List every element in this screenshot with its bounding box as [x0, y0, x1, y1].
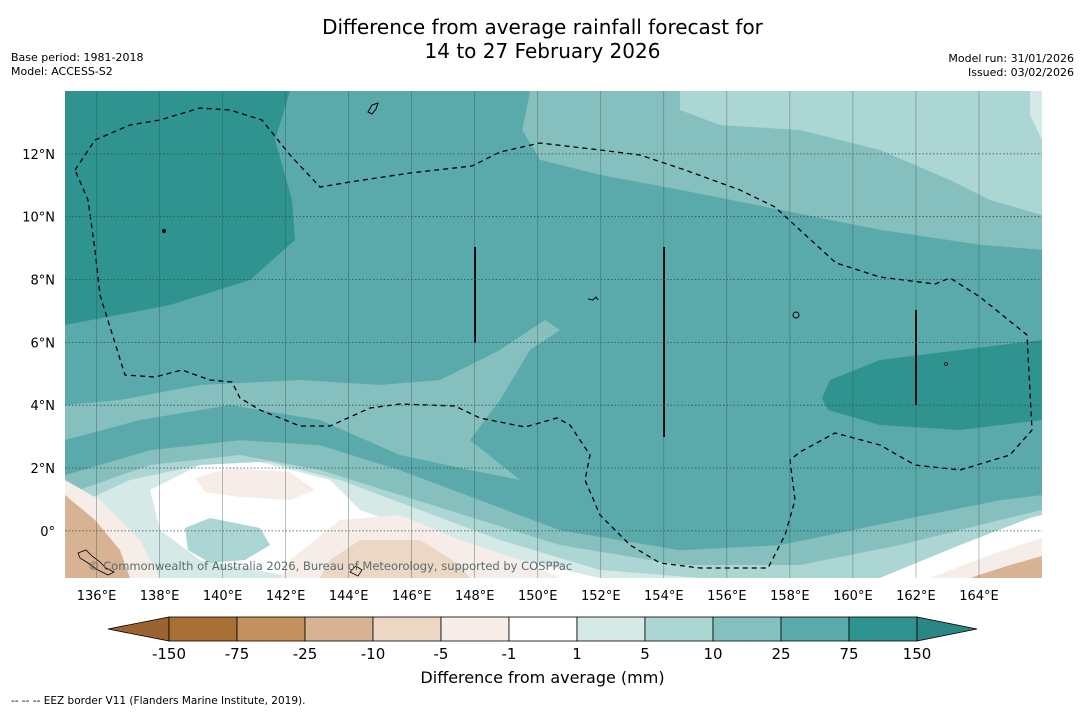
chart-title: Difference from average rainfall forecas…: [0, 15, 1085, 63]
map-field: © Commonwealth of Australia 2026, Bureau…: [65, 91, 1042, 578]
y-tick-label: 8°N: [31, 274, 56, 289]
y-tick-label: 4°N: [31, 399, 56, 414]
colorbar-segment: [304, 616, 374, 642]
field-nw-75-150: [65, 91, 295, 325]
island-3: [792, 311, 800, 319]
colorbar-tick-label: 5: [640, 645, 650, 663]
model-run: Model run: 31/01/2026: [948, 52, 1074, 65]
colorbar-over-arrow: [916, 616, 978, 642]
contour-line-2: [521, 91, 1042, 251]
colorbar-tick-label: 150: [903, 645, 932, 663]
colorbar-segment: [236, 616, 306, 642]
colorbar-segment: [848, 616, 918, 642]
x-tick-label: 156°E: [707, 589, 747, 604]
x-tick-label: 142°E: [266, 589, 306, 604]
colorbar-tick-label: -75: [225, 645, 250, 663]
island-png: [77, 549, 115, 576]
island-2: [162, 229, 166, 233]
island-5: [349, 565, 363, 577]
x-tick-label: 148°E: [455, 589, 495, 604]
colorbar-segment: [508, 616, 578, 642]
title-line-2: 14 to 27 February 2026: [424, 39, 661, 63]
colorbar-tick-label: 25: [771, 645, 790, 663]
y-tick-label: 0°: [40, 525, 55, 540]
colorbar-tick-label: -150: [152, 645, 186, 663]
y-tick-label: 2°N: [31, 462, 56, 477]
copyright-text: © Commonwealth of Australia 2026, Bureau…: [88, 559, 572, 573]
y-tick-label: 10°N: [22, 211, 55, 226]
field-eq-neg: [195, 468, 315, 500]
colorbar-under-arrow: [107, 616, 170, 642]
island-4: [587, 296, 599, 301]
field-e-75-150: [822, 340, 1042, 430]
grid-layer: [65, 91, 1042, 578]
meta-left: Base period: 1981-2018 Model: ACCESS-S2: [11, 51, 143, 79]
x-tick-label: 136°E: [77, 589, 117, 604]
colorbar-segment: [168, 616, 238, 642]
meta-right: Model run: 31/01/2026 Issued: 03/02/2026: [948, 52, 1074, 80]
x-tick-label: 164°E: [959, 589, 999, 604]
island-1: [367, 102, 379, 115]
eez-border: [74, 107, 1033, 569]
field-eq-pos: [185, 518, 270, 563]
footnote: -- -- -- EEZ border V11 (Flanders Marine…: [11, 695, 306, 707]
colorbar-tick-label: -25: [293, 645, 318, 663]
model-name: Model: ACCESS-S2: [11, 65, 113, 78]
field-ne-1-5: [1030, 91, 1042, 140]
colorbar-label: Difference from average (mm): [420, 668, 665, 687]
base-period: Base period: 1981-2018: [11, 51, 144, 64]
colorbar-tick-label: -1: [502, 645, 517, 663]
colorbar-tick-label: 10: [703, 645, 722, 663]
contour-line-1: [65, 439, 1042, 551]
x-tick-label: 138°E: [140, 589, 180, 604]
field-sw-neg-2: [65, 495, 130, 578]
colorbar-segment: [372, 616, 442, 642]
colorbar-tick-label: 1: [572, 645, 582, 663]
colorbar-tick-label: -10: [361, 645, 386, 663]
field-mid-10-25: [65, 320, 560, 480]
colorbar: -150 -75 -25 -10 -5 -1 1 5 10 25 75 150: [107, 616, 978, 663]
colorbar-tick-label: -5: [434, 645, 449, 663]
x-tick-label: 144°E: [329, 589, 369, 604]
field-se-neg-2: [970, 556, 1042, 578]
x-tick-label: 140°E: [203, 589, 243, 604]
title-line-1: Difference from average rainfall forecas…: [322, 15, 763, 39]
y-tick-label: 12°N: [22, 148, 55, 163]
x-tick-label: 162°E: [896, 589, 936, 604]
colorbar-segment: [712, 616, 782, 642]
x-tick-label: 154°E: [644, 589, 684, 604]
island-6: [944, 362, 948, 366]
x-tick-label: 150°E: [518, 589, 558, 604]
x-tick-label: 160°E: [833, 589, 873, 604]
colorbar-segment: [440, 616, 510, 642]
colorbar-segment: [644, 616, 714, 642]
colorbar-tick-label: 75: [839, 645, 858, 663]
colorbar-segment: [576, 616, 646, 642]
tick-layer: 136°E 138°E 140°E 142°E 144°E 146°E 148°E 150°E…: [22, 148, 999, 604]
x-tick-label: 158°E: [770, 589, 810, 604]
y-tick-label: 6°N: [31, 336, 56, 351]
x-tick-label: 152°E: [581, 589, 621, 604]
colorbar-segment: [780, 616, 850, 642]
field-s-neg-2: [320, 540, 470, 578]
x-tick-label: 146°E: [392, 589, 432, 604]
field-ne-5-10: [680, 91, 1042, 215]
issued-date: Issued: 03/02/2026: [967, 66, 1074, 79]
